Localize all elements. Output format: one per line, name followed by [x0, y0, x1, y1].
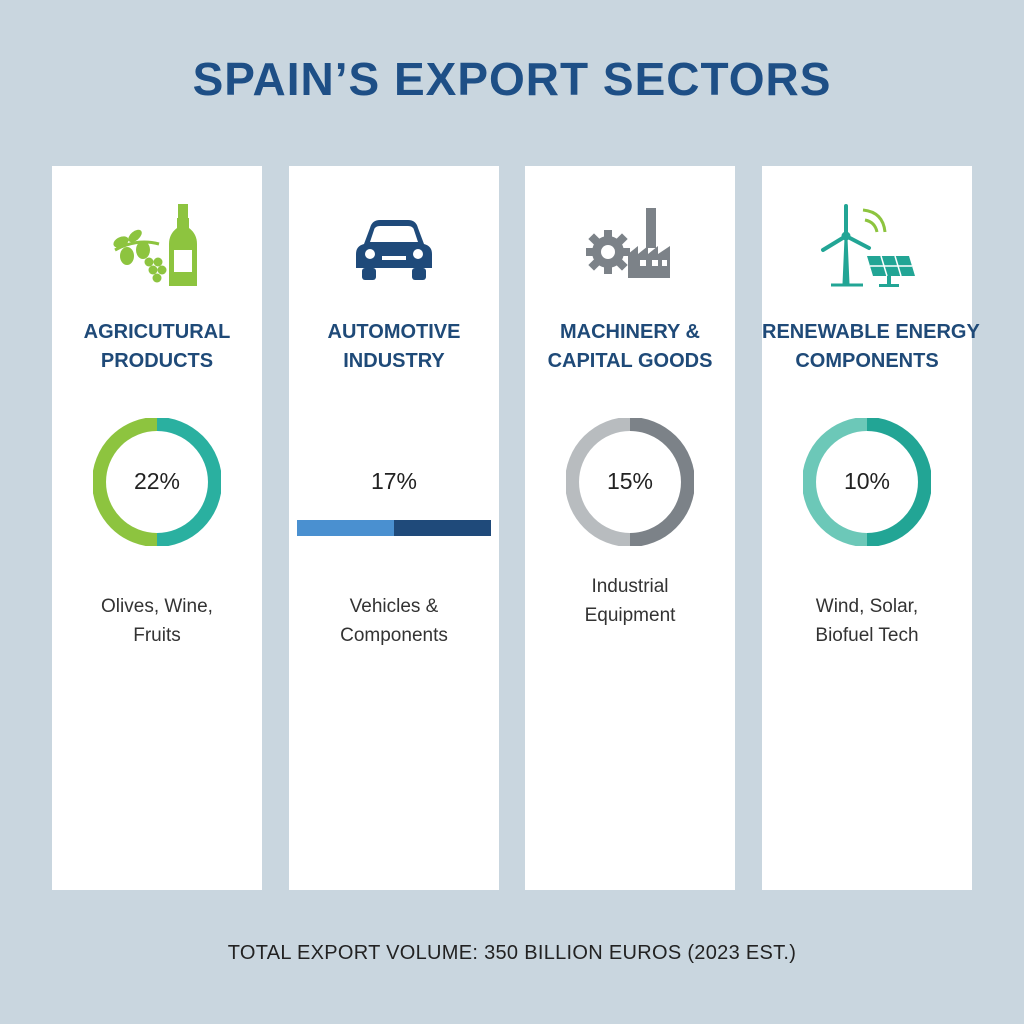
- sector-name-line1: MACHINERY &: [559, 321, 700, 343]
- sector-name-line1: AGRICUTURAL: [83, 321, 231, 343]
- bar-chart: [297, 520, 491, 536]
- donut-chart: 10%: [803, 418, 931, 546]
- sector-card-agricultural: AGRICUTURAL PRODUCTS 22% Olives, Wine, F…: [52, 166, 262, 890]
- sector-description: Wind, Solar, Biofuel Tech: [762, 592, 972, 650]
- sector-name-line1: AUTOMOTIVE: [327, 321, 461, 343]
- page-title: SPAIN’S EXPORT SECTORS: [192, 53, 832, 105]
- desc-line2: Equipment: [584, 605, 676, 626]
- donut-segment-right: [629, 418, 694, 546]
- sector-name-line2: PRODUCTS: [100, 350, 214, 372]
- donut-chart: 15%: [566, 418, 694, 546]
- bar-segment-right: [394, 520, 491, 536]
- donut-segment-left: [93, 418, 158, 546]
- sector-name: RENEWABLE ENERGY COMPONENTS: [762, 318, 980, 376]
- sector-name: MACHINERY & CAPITAL GOODS: [525, 318, 735, 376]
- wind-solar-icon: [817, 198, 917, 298]
- sector-card-machinery: MACHINERY & CAPITAL GOODS 15% Industrial…: [525, 166, 735, 890]
- percent-label: 10%: [843, 468, 891, 494]
- sector-description: Industrial Equipment: [525, 572, 735, 630]
- sector-name: AGRICUTURAL PRODUCTS: [52, 318, 262, 376]
- desc-line2: Fruits: [133, 625, 181, 646]
- percent-label: 15%: [606, 468, 654, 494]
- desc-line1: Industrial: [591, 576, 669, 597]
- sector-name: AUTOMOTIVE INDUSTRY: [289, 318, 499, 376]
- sector-description: Vehicles & Components: [289, 592, 499, 650]
- donut-chart: 22%: [93, 418, 221, 546]
- sector-name-line2: COMPONENTS: [795, 350, 939, 372]
- sector-description: Olives, Wine, Fruits: [52, 592, 262, 650]
- desc-line1: Wind, Solar,: [815, 596, 919, 617]
- donut-segment-left: [803, 418, 868, 546]
- donut-segment-right: [156, 418, 221, 546]
- gear-factory-icon: [580, 198, 680, 298]
- sector-name-line1: RENEWABLE ENERGY: [762, 321, 980, 343]
- bar-segment-left: [297, 520, 394, 536]
- percent-label: 17%: [370, 468, 418, 494]
- olive-wine-icon: [107, 198, 207, 298]
- car-icon: [344, 198, 444, 298]
- donut-segment-right: [866, 418, 931, 546]
- percent-label: 22%: [133, 468, 181, 494]
- desc-line1: Vehicles &: [349, 596, 439, 617]
- desc-line2: Biofuel Tech: [815, 625, 919, 646]
- sector-name-line2: INDUSTRY: [343, 350, 445, 372]
- sector-card-automotive: AUTOMOTIVE INDUSTRY 17% Vehicles & Compo…: [289, 166, 499, 890]
- total-export-footer: TOTAL EXPORT VOLUME: 350 BILLION EUROS (…: [227, 942, 797, 964]
- sector-card-renewable: RENEWABLE ENERGY COMPONENTS 10% Wind, So…: [762, 166, 980, 890]
- sector-name-line2: CAPITAL GOODS: [547, 350, 713, 372]
- desc-line1: Olives, Wine,: [101, 596, 213, 617]
- donut-segment-left: [566, 418, 631, 546]
- desc-line2: Components: [340, 625, 448, 646]
